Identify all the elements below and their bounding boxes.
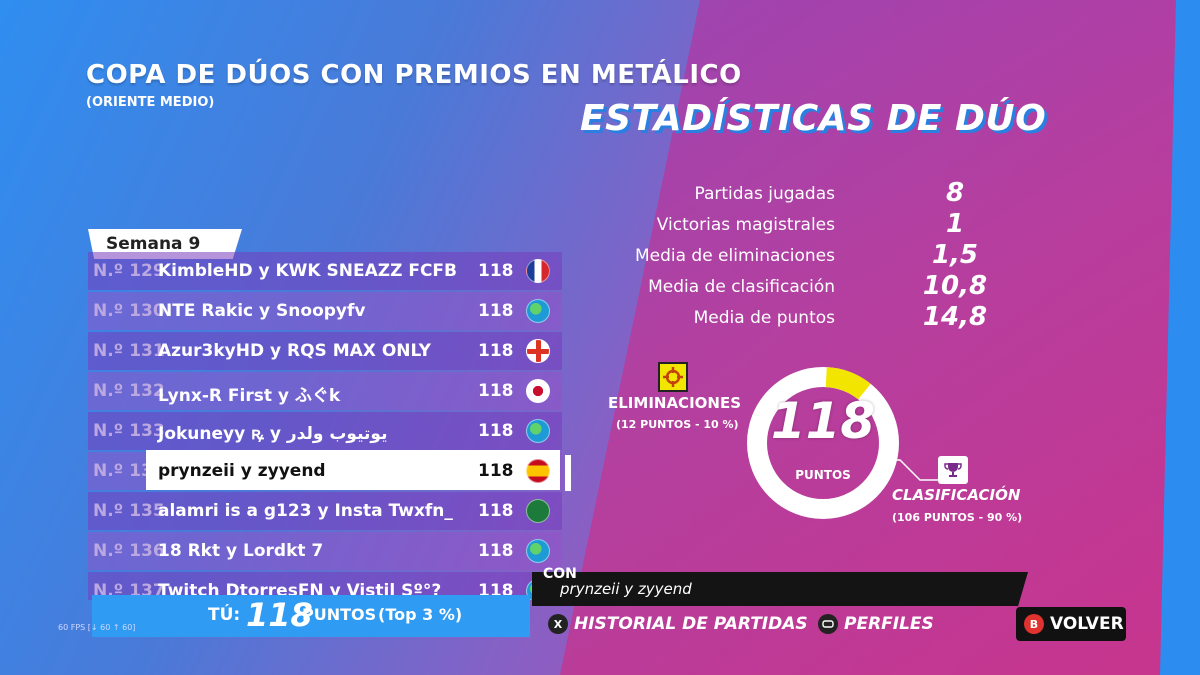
row-rank: N.º 130 (93, 301, 165, 321)
stat-row: Media de puntos 14,8 (620, 302, 1000, 333)
stat-label: Media de eliminaciones (634, 246, 835, 266)
total-points-unit: PUNTOS (795, 468, 851, 482)
donut-placement-ring (747, 367, 899, 519)
row-points: 118 (478, 461, 514, 481)
placement-label: CLASIFICACIÓN (892, 486, 1021, 504)
row-rank: N.º 136 (93, 541, 165, 561)
row-points: 118 (478, 541, 514, 561)
leaderboard-row[interactable]: N.º 135 alamri is a g123 y Insta Twxfn_ … (88, 492, 562, 530)
selection-highlight (146, 450, 560, 490)
leaderboard-row[interactable]: N.º 130 NTE Rakic y Snoopyfv 118 (88, 292, 562, 330)
stat-row: Victorias magistrales 1 (620, 209, 1000, 240)
connector-line (880, 459, 938, 481)
stat-row: Partidas jugadas 8 (620, 178, 1000, 209)
stat-value: 8 (945, 178, 965, 208)
globe-icon (526, 539, 550, 563)
row-names: NTE Rakic y Snoopyfv (158, 301, 366, 321)
eliminations-label: ELIMINACIONES (608, 394, 742, 412)
stat-value: 10,8 (922, 271, 988, 301)
row-rank: N.º 132 (93, 381, 165, 401)
placement-points: (106 PUNTOS - 90 %) (892, 511, 1023, 524)
row-names: KimbleHD y KWK SNEAZZ FCFB (158, 261, 457, 281)
b-button-icon: B (1024, 614, 1044, 634)
total-points: 118 (770, 392, 876, 450)
leaderboard-row[interactable]: N.º 129 KimbleHD y KWK SNEAZZ FCFB 118 (88, 252, 562, 290)
row-names: alamri is a g123 y Insta Twxfn_ (158, 501, 453, 521)
partner-bar (532, 572, 1028, 606)
japan-flag-icon (526, 379, 550, 403)
section-title: ESTADÍSTICAS DE DÚO (580, 98, 1047, 139)
stat-value: 1 (945, 209, 965, 239)
leaderboard-row[interactable]: N.º 136 18 Rkt y Lordkt 7 118 (88, 532, 562, 570)
your-score-bar: TÚ: 118 PUNTOS (Top 3 %) (92, 595, 530, 637)
row-names: prynzeii y zyyend (158, 461, 326, 481)
donut-eliminations-arc (825, 367, 871, 400)
france-flag-icon (526, 259, 550, 283)
row-points: 118 (478, 501, 514, 521)
stat-row: Media de clasificación 10,8 (620, 271, 1000, 302)
scrollbar[interactable] (565, 455, 571, 491)
stat-value: 1,5 (931, 240, 979, 270)
back-label: VOLVER (1050, 614, 1124, 634)
profiles-label: PERFILES (844, 614, 934, 634)
match-history-button[interactable]: X HISTORIAL DE PARTIDAS (548, 614, 808, 634)
row-names: Jokuneyy ꝶ y يوتيوب ولدر (158, 424, 388, 444)
stat-label: Media de puntos (693, 308, 835, 328)
row-names: Lynx-R First y ふぐk (158, 386, 341, 406)
x-button-icon: X (548, 614, 568, 634)
globe-icon (526, 419, 550, 443)
globe-icon (526, 299, 550, 323)
partner-name: prynzeii y zyyend (560, 580, 692, 598)
stat-row: Media de eliminaciones 1,5 (620, 240, 1000, 271)
fps-counter: 60 FPS [↓ 60 ↑ 60] (58, 623, 136, 632)
profiles-button[interactable]: PERFILES (818, 614, 934, 634)
saudi-flag-icon (526, 499, 550, 523)
stat-value: 14,8 (922, 302, 988, 332)
touchpad-icon (818, 614, 838, 634)
partner-label: CON (543, 566, 577, 582)
spain-flag-icon (526, 459, 550, 483)
leaderboard-row-selected[interactable]: N.º 134 prynzeii y zyyend 118 (88, 450, 562, 490)
row-points: 118 (478, 301, 514, 321)
back-button[interactable]: B VOLVER (1016, 607, 1126, 641)
england-flag-icon (526, 339, 550, 363)
tournament-title: COPA DE DÚOS CON PREMIOS EN METÁLICO (86, 60, 742, 90)
row-points: 118 (478, 341, 514, 361)
row-names: 18 Rkt y Lordkt 7 (158, 541, 324, 561)
leaderboard-row[interactable]: N.º 132 Lynx-R First y ふぐk 118 (88, 372, 562, 410)
trophy-icon (938, 456, 968, 484)
crosshair-icon (658, 362, 688, 392)
leaderboard-row[interactable]: N.º 133 Jokuneyy ꝶ y يوتيوب ولدر 118 (88, 412, 562, 450)
you-label: TÚ: (208, 605, 241, 625)
row-rank: N.º 131 (93, 341, 165, 361)
eliminations-points: (12 PUNTOS - 10 %) (616, 418, 739, 431)
row-rank: N.º 129 (93, 261, 165, 281)
row-names: Azur3kyHD y RQS MAX ONLY (158, 341, 431, 361)
stat-label: Partidas jugadas (694, 184, 835, 204)
leaderboard: N.º 129 KimbleHD y KWK SNEAZZ FCFB 118 N… (88, 252, 562, 600)
leaderboard-row[interactable]: N.º 131 Azur3kyHD y RQS MAX ONLY 118 (88, 332, 562, 370)
you-unit: PUNTOS (302, 605, 377, 624)
row-points: 118 (478, 381, 514, 401)
tournament-region: (ORIENTE MEDIO) (86, 95, 215, 110)
you-percentile: (Top 3 %) (378, 605, 463, 624)
row-rank: N.º 133 (93, 421, 165, 441)
you-points: 118 (246, 596, 313, 634)
points-donut (747, 367, 899, 519)
stats-table: Partidas jugadas 8 Victorias magistrales… (620, 178, 1000, 333)
row-rank: N.º 135 (93, 501, 165, 521)
row-points: 118 (478, 261, 514, 281)
stat-label: Victorias magistrales (656, 215, 835, 235)
row-points: 118 (478, 421, 514, 441)
match-history-label: HISTORIAL DE PARTIDAS (574, 614, 808, 634)
stat-label: Media de clasificación (648, 277, 835, 297)
